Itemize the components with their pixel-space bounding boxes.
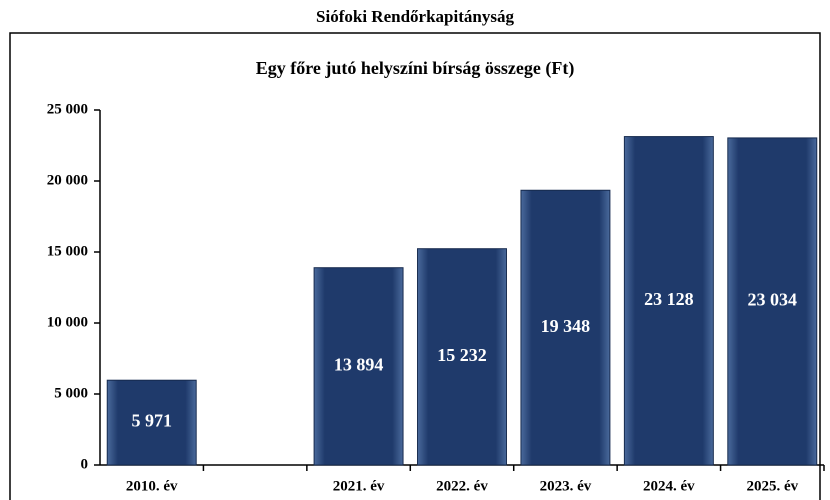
x-tick-label: 2021. év — [333, 478, 385, 494]
y-tick-label: 25 000 — [47, 101, 88, 117]
chart-title: Egy főre jutó helyszíni bírság összege (… — [256, 58, 575, 79]
bar — [417, 248, 507, 466]
x-tick-label: 2023. év — [540, 478, 592, 494]
frame — [9, 32, 821, 500]
bar — [623, 136, 714, 466]
y-tick-label: 10 000 — [47, 314, 88, 330]
value-label: 23 128 — [644, 289, 694, 309]
y-tick-label: 5 000 — [54, 385, 88, 401]
value-label: 5 971 — [131, 411, 172, 431]
y-tick-label: 20 000 — [47, 172, 88, 188]
x-tick-label: 2025. év — [746, 478, 798, 494]
x-tick-label: 2024. év — [643, 478, 695, 494]
bar — [727, 137, 818, 466]
y-tick-label: 15 000 — [47, 243, 88, 259]
x-tick-label: 2022. év — [436, 478, 488, 494]
bar — [106, 379, 197, 466]
bar — [313, 267, 404, 466]
header: Siófoki Rendőrkapitányság — [316, 7, 514, 26]
bar — [520, 189, 611, 466]
y-tick-label: 0 — [81, 456, 89, 472]
value-label: 13 894 — [334, 354, 384, 374]
value-label: 23 034 — [748, 290, 798, 310]
value-label: 15 232 — [437, 345, 487, 365]
value-label: 19 348 — [541, 316, 591, 336]
x-tick-label: 2010. év — [126, 478, 178, 494]
